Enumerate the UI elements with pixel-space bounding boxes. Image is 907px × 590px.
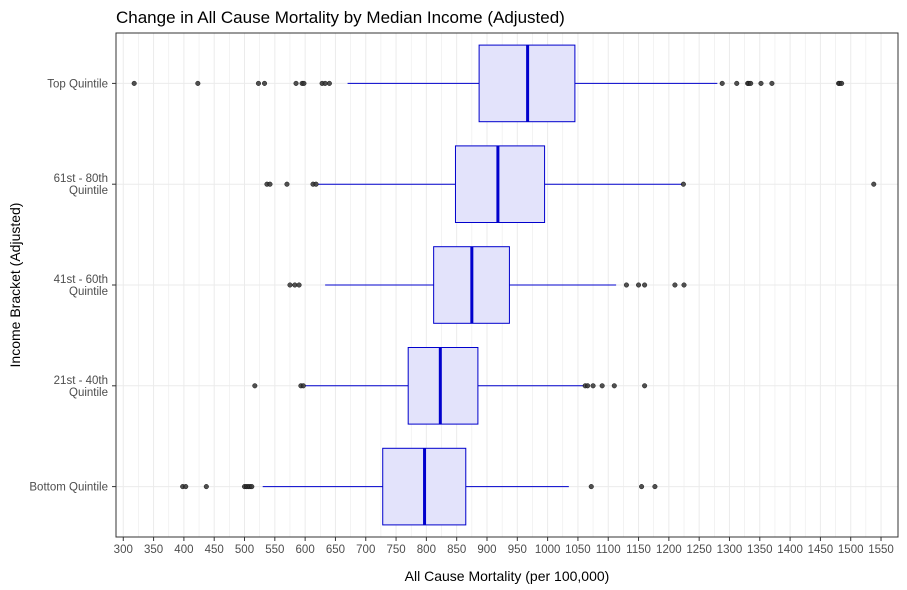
- outlier-point: [611, 383, 617, 389]
- outlier-point: [255, 80, 261, 86]
- outlier-point: [639, 484, 645, 490]
- outlier-point: [292, 282, 298, 288]
- x-tick-label: 1350: [747, 544, 773, 556]
- outlier-point: [313, 181, 319, 187]
- x-tick-label: 650: [326, 544, 345, 556]
- x-tick-label: 350: [144, 544, 163, 556]
- x-tick-label: 450: [205, 544, 224, 556]
- y-tick-label: 61st - 80th Quintile: [54, 173, 108, 197]
- x-tick-label: 1250: [686, 544, 712, 556]
- y-tick-label: 41st - 60th Quintile: [54, 274, 108, 298]
- outlier-point: [284, 181, 290, 187]
- outlier-point: [642, 383, 648, 389]
- x-tick-label: 1200: [656, 544, 682, 556]
- x-tick-label: 950: [508, 544, 527, 556]
- outlier-point: [293, 80, 299, 86]
- outlier-point: [585, 383, 591, 389]
- x-tick-label: 700: [356, 544, 375, 556]
- outlier-point: [183, 484, 189, 490]
- x-tick-label: 1550: [868, 544, 894, 556]
- outlier-point: [326, 80, 332, 86]
- y-axis-title: Income Bracket (Adjusted): [7, 203, 23, 368]
- y-tick-label: Bottom Quintile: [29, 482, 108, 494]
- outlier-point: [267, 181, 273, 187]
- y-tick-label-line: Top Quintile: [47, 78, 108, 90]
- outlier-point: [588, 484, 594, 490]
- outlier-point: [131, 80, 137, 86]
- y-tick-label-line: Quintile: [69, 185, 108, 197]
- x-tick-label: 550: [265, 544, 284, 556]
- iqr-box: [407, 346, 479, 425]
- chart-title: Change in All Cause Mortality by Median …: [116, 8, 565, 27]
- outlier-point: [287, 282, 293, 288]
- box-group: [131, 44, 845, 123]
- outlier-point: [769, 80, 775, 86]
- y-tick-label-line: Quintile: [69, 387, 108, 399]
- box-group: [252, 346, 648, 425]
- outlier-point: [296, 282, 302, 288]
- outlier-point: [652, 484, 658, 490]
- outlier-point: [195, 80, 201, 86]
- y-tick-label-line: 61st - 80th: [54, 173, 108, 185]
- x-tick-label: 400: [174, 544, 193, 556]
- box-group: [180, 447, 658, 526]
- x-tick-label: 1100: [596, 544, 621, 556]
- outlier-point: [871, 181, 877, 187]
- y-tick-label-line: Quintile: [69, 286, 108, 298]
- outlier-point: [719, 80, 725, 86]
- x-tick-label: 850: [447, 544, 466, 556]
- x-tick-label: 800: [417, 544, 436, 556]
- outlier-point: [249, 484, 255, 490]
- outlier-point: [680, 181, 686, 187]
- x-tick-label: 600: [296, 544, 315, 556]
- outlier-point: [252, 383, 258, 389]
- x-tick-label: 900: [477, 544, 496, 556]
- box-layer: [131, 44, 877, 526]
- y-tick-label: 21st - 40th Quintile: [54, 375, 108, 399]
- outlier-point: [623, 282, 629, 288]
- outlier-point: [672, 282, 678, 288]
- outlier-point: [262, 80, 268, 86]
- x-tick-label: 1500: [838, 544, 864, 556]
- outlier-point: [636, 282, 642, 288]
- outlier-point: [590, 383, 596, 389]
- outlier-point: [681, 282, 687, 288]
- outlier-point: [300, 383, 306, 389]
- x-tick-label: 1000: [535, 544, 561, 556]
- iqr-box: [454, 145, 546, 224]
- outlier-point: [748, 80, 754, 86]
- y-tick-label-line: 41st - 60th: [54, 274, 108, 286]
- outlier-point: [758, 80, 764, 86]
- outlier-point: [839, 80, 845, 86]
- x-tick-label: 1050: [565, 544, 591, 556]
- box-group: [264, 145, 877, 224]
- x-tick-label: 1400: [777, 544, 803, 556]
- outlier-point: [642, 282, 648, 288]
- outlier-point: [599, 383, 605, 389]
- x-tick-label: 1300: [717, 544, 743, 556]
- box-group: [287, 246, 687, 324]
- y-tick-label: Top Quintile: [47, 78, 108, 90]
- x-tick-label: 1150: [626, 544, 651, 556]
- x-tick-label: 1450: [808, 544, 834, 556]
- y-tick-label-line: Bottom Quintile: [29, 482, 108, 494]
- x-axis-title: All Cause Mortality (per 100,000): [405, 568, 610, 584]
- axis-layer: 300 350 400 450 500 550 600 650 700 750 800 850 900 9…: [29, 78, 893, 556]
- outlier-point: [203, 484, 209, 490]
- outlier-point: [301, 80, 307, 86]
- outlier-point: [322, 80, 328, 86]
- x-tick-label: 500: [235, 544, 254, 556]
- y-tick-label-line: 21st - 40th: [54, 375, 108, 387]
- x-tick-label: 300: [114, 544, 133, 556]
- x-tick-label: 750: [386, 544, 405, 556]
- outlier-point: [734, 80, 740, 86]
